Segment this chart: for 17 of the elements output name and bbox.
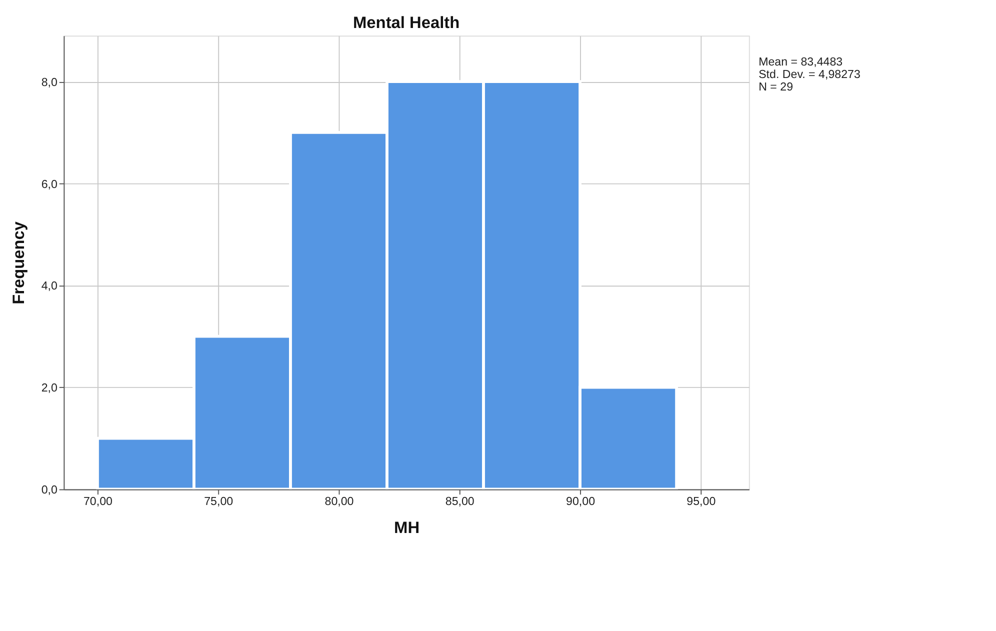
y-axis-title: Frequency [10,220,28,304]
x-tick-label: 80,00 [324,496,354,508]
text: Mean = 83,4483 [758,56,843,69]
x-tick-label: 90,00 [566,496,596,508]
text: N = 29 [758,82,794,94]
y-tick-label: 2,0 [41,382,58,395]
y-tick-label: 0,0 [41,484,58,497]
x-axis-title: MH [394,519,420,538]
chart-title: Mental Health [353,14,460,32]
y-tick-label: 4,0 [41,280,58,293]
x-tick-label: 85,00 [445,496,474,508]
y-tick-label: 6,0 [41,178,58,191]
text: Std. Dev. = 4,98273 [758,69,860,82]
x-tick-label: 95,00 [686,496,716,508]
x-tick-label: 70,00 [83,496,112,508]
x-tick-label: 75,00 [204,496,234,508]
y-tick-label: 8,0 [41,76,58,89]
